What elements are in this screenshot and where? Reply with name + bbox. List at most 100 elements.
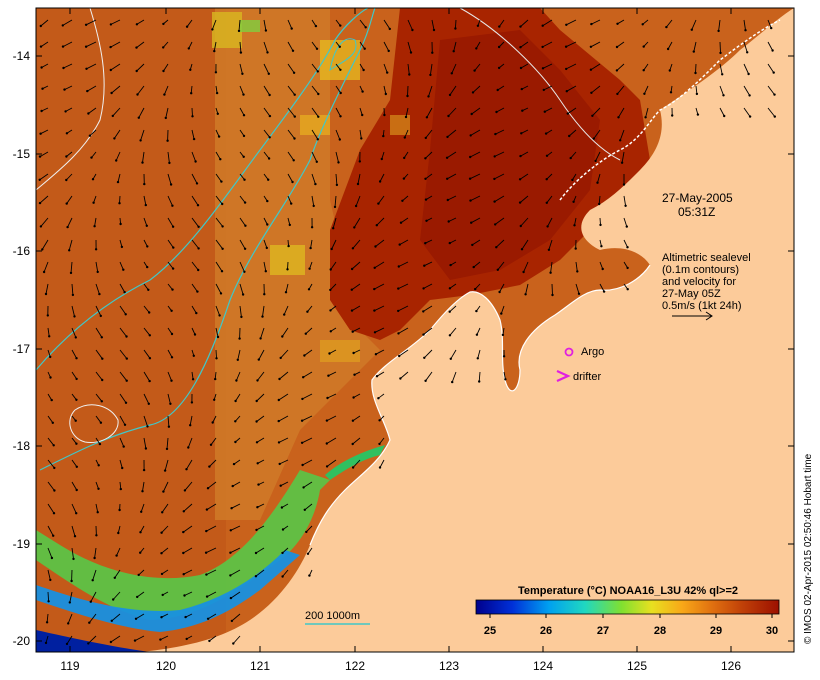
velocity-arrow <box>206 591 217 597</box>
velocity-arrow <box>143 283 149 291</box>
velocity-arrow-head <box>92 201 95 204</box>
velocity-arrow-head <box>350 288 353 291</box>
velocity-arrow-head <box>141 161 144 164</box>
velocity-arrow <box>71 305 75 317</box>
colorbar-ticks <box>489 614 773 618</box>
velocity-arrow-head <box>422 310 425 313</box>
velocity-arrow <box>232 481 241 487</box>
velocity-arrow-head <box>229 551 232 554</box>
velocity-arrow-head <box>326 396 329 400</box>
velocity-arrow-head <box>315 47 319 50</box>
velocity-arrow <box>743 19 746 31</box>
velocity-arrow-head <box>423 356 426 359</box>
velocity-arrow-head <box>87 112 90 115</box>
velocity-arrow-head <box>39 45 43 48</box>
velocity-arrow <box>279 371 289 380</box>
velocity-arrow <box>353 393 361 398</box>
velocity-arrow <box>478 371 481 382</box>
velocity-arrow-head <box>519 25 522 28</box>
velocity-arrow-head <box>235 379 238 382</box>
velocity-arrow-head <box>293 137 296 140</box>
velocity-arrow <box>335 63 341 71</box>
velocity-arrow <box>311 173 316 185</box>
velocity-arrow <box>767 85 775 95</box>
velocity-arrow-head <box>109 45 112 49</box>
velocity-arrow-head <box>422 287 425 290</box>
velocity-arrow <box>383 41 390 52</box>
velocity-arrow <box>95 481 99 489</box>
velocity-arrow <box>359 129 362 139</box>
velocity-arrow <box>591 19 601 25</box>
velocity-arrow <box>263 63 270 74</box>
velocity-arrow <box>543 85 553 91</box>
velocity-arrow-head <box>427 95 430 98</box>
velocity-arrow-head <box>397 287 400 290</box>
velocity-arrow <box>546 173 553 180</box>
shelf-cool-band <box>36 470 330 620</box>
velocity-arrow-head <box>497 66 501 70</box>
velocity-arrow <box>95 349 103 359</box>
velocity-arrow <box>311 151 318 162</box>
velocity-arrow-head <box>166 139 169 142</box>
velocity-arrow-head <box>310 226 314 229</box>
velocity-arrow-head <box>266 51 269 54</box>
velocity-arrow-head <box>123 423 127 426</box>
velocity-arrow-head <box>361 113 364 117</box>
velocity-arrow-head <box>374 245 377 248</box>
velocity-arrow <box>451 63 457 74</box>
velocity-arrow <box>162 41 169 48</box>
velocity-arrow <box>167 261 174 269</box>
velocity-arrow <box>89 129 97 137</box>
velocity-arrow <box>287 85 296 95</box>
velocity-arrow <box>110 19 121 25</box>
velocity-arrow-head <box>41 248 44 251</box>
velocity-arrow-head <box>472 265 475 269</box>
velocity-arrow <box>166 437 169 449</box>
velocity-arrow-head <box>519 224 522 228</box>
velocity-arrow <box>230 547 241 554</box>
velocity-arrow <box>495 239 505 248</box>
velocity-arrow <box>591 85 601 94</box>
velocity-arrow <box>693 41 697 52</box>
velocity-arrow <box>263 19 267 31</box>
velocity-arrow-head <box>476 24 480 27</box>
velocity-arrow <box>623 195 627 206</box>
velocity-arrow <box>186 19 193 27</box>
velocity-arrow <box>191 173 198 184</box>
velocity-arrow-head <box>519 66 523 70</box>
velocity-arrow-head <box>185 25 189 28</box>
velocity-arrow <box>520 63 529 69</box>
velocity-arrow <box>112 591 121 600</box>
velocity-arrow-head <box>84 23 88 26</box>
velocity-arrow-head <box>50 556 54 560</box>
velocity-arrow-head <box>518 178 522 181</box>
velocity-arrow-head <box>117 531 120 535</box>
velocity-arrow-head <box>568 134 571 138</box>
velocity-arrow-head <box>565 90 568 93</box>
velocity-arrow-head <box>99 314 103 318</box>
velocity-arrow-head <box>668 69 671 72</box>
velocity-arrow-head <box>52 512 56 515</box>
velocity-arrow-head <box>111 114 115 118</box>
velocity-arrow <box>303 481 313 488</box>
velocity-arrow-head <box>183 594 186 597</box>
velocity-arrow <box>63 63 73 69</box>
velocity-arrow-head <box>170 309 173 312</box>
velocity-arrow-head <box>139 139 142 142</box>
velocity-arrow-head <box>265 246 268 250</box>
velocity-arrow-head <box>160 616 163 619</box>
velocity-arrow <box>183 569 193 575</box>
y-tick-label: -19 <box>13 537 31 551</box>
velocity-arrow <box>209 459 217 467</box>
velocity-arrow <box>167 371 172 381</box>
velocity-arrow <box>643 63 649 71</box>
velocity-arrow <box>448 217 457 222</box>
y-tick-label: -20 <box>13 634 31 648</box>
velocity-arrow <box>551 283 553 296</box>
velocity-arrow <box>470 129 481 136</box>
velocity-arrow <box>191 261 199 271</box>
velocity-arrow-head <box>448 93 452 97</box>
velocity-arrow-head <box>448 310 451 313</box>
velocity-arrow <box>280 349 289 359</box>
velocity-arrow <box>449 85 457 96</box>
